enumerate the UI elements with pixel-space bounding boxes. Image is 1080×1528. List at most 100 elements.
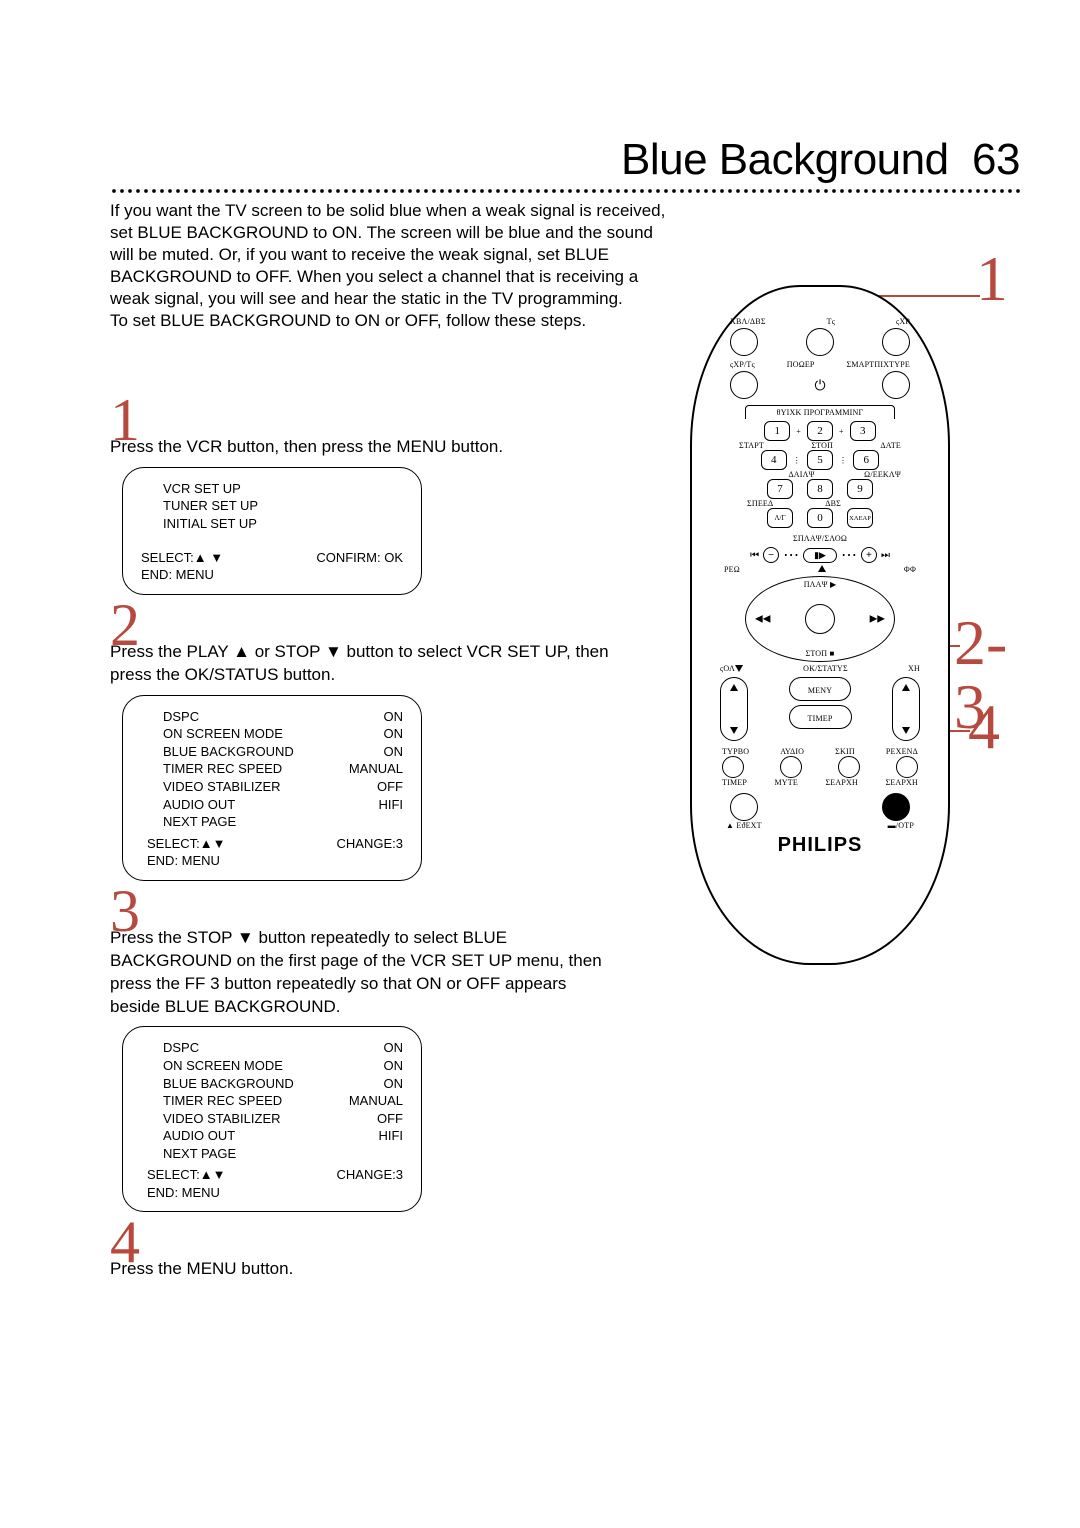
remote-button[interactable] [722, 756, 744, 778]
keypad-lg[interactable]: Λ/Γ [767, 508, 793, 528]
osd-screen-3: DSPCON ON SCREEN MODEON BLUE BACKGROUNDO… [122, 1026, 422, 1212]
skip-next-icon[interactable]: ⏭ [881, 550, 890, 561]
keypad-8[interactable]: 8 [807, 479, 833, 499]
title-text: Blue Background [621, 135, 949, 184]
osd-screen-2: DSPCON ON SCREEN MODEON BLUE BACKGROUNDO… [122, 695, 422, 881]
osd-footer-left: SELECT:▲▼ [147, 1166, 225, 1184]
osd-cell: NEXT PAGE [163, 813, 236, 831]
down-icon [730, 727, 738, 734]
osd-cell: OFF [377, 778, 403, 796]
remote-label: Ω/ΕΕΚΛΨ [864, 470, 901, 479]
remote-label: ΣΕΑΡΧΗ [885, 778, 918, 787]
otr-button[interactable] [882, 793, 910, 821]
menu-label: ΜΕΝΥ [808, 686, 832, 695]
keypad-4[interactable]: 4 [761, 450, 787, 470]
remote-label: ΠΟΩΕΡ [787, 360, 815, 369]
remote-label: ΔΒΣ [825, 499, 841, 508]
osd-line: VCR SET UP [163, 480, 403, 498]
power-icon[interactable]: ⏻ [814, 377, 825, 394]
keypad-3[interactable]: 3 [850, 421, 876, 441]
osd-cell: AUDIO OUT [163, 1127, 235, 1145]
osd-cell: ON [384, 708, 404, 726]
osd-cell: OFF [377, 1110, 403, 1128]
remote-label: ΣΜΑΡΤΠΙΧΤΥΡΕ [846, 360, 910, 369]
remote-label: ςΧΡ/Τς [730, 360, 755, 369]
remote-label: ΜΥΤΕ [774, 778, 797, 787]
osd-cell: MANUAL [349, 1092, 403, 1110]
step-text-4: Press the MENU button. [110, 1258, 610, 1281]
ok-status-label: ΟΚ/ΣΤΑΤΥΣ [743, 664, 908, 673]
remote-button[interactable] [730, 371, 758, 399]
plus-button[interactable]: + [861, 547, 877, 563]
osd-line: TUNER SET UP [163, 497, 403, 515]
ff-icon[interactable]: ▶▶ [870, 614, 885, 625]
remote-label: ΡΕΧΕΝΔ [886, 747, 918, 756]
keypad-5[interactable]: 5 [807, 450, 833, 470]
osd-cell: ON [384, 743, 404, 761]
sep-icon: ⋮ [793, 456, 801, 465]
callout-number-4: 4 [968, 695, 1000, 759]
osd-end: END: MENU [147, 852, 403, 870]
skip-prev-icon[interactable]: ⏮ [750, 550, 759, 561]
volume-rocker[interactable] [720, 677, 748, 741]
otr-label: ▬/ΟΤΡ [888, 821, 914, 830]
ok-status-button[interactable] [805, 604, 835, 634]
remote-button[interactable] [882, 371, 910, 399]
remote-button[interactable] [780, 756, 802, 778]
pause-button[interactable]: ▮▶ [803, 548, 837, 563]
brand-logo: PHILIPS [712, 834, 928, 857]
minus-button[interactable]: − [763, 547, 779, 563]
remote-label: ΔΑΙΛΨ [788, 470, 814, 479]
timer-button[interactable]: ΤΙΜΕΡ [789, 705, 852, 729]
remote-label: ΣΕΑΡΧΗ [825, 778, 858, 787]
keypad-0[interactable]: 0 [807, 508, 833, 528]
remote-label: ΣΤΟΠ [811, 441, 833, 450]
osd-footer-right: CHANGE:3 [337, 835, 403, 853]
callout-number-1: 1 [976, 247, 1008, 311]
intro-paragraph: If you want the TV screen to be solid bl… [110, 200, 670, 333]
remote-label: ΧΗ [908, 664, 920, 673]
osd-cell: HIFI [378, 796, 403, 814]
remote-label: ΤΙΜΕΡ [722, 778, 747, 787]
osd-end: END: MENU [141, 566, 403, 584]
plus-icon: + [796, 427, 801, 436]
remote-label: ΔΑΤΕ [880, 441, 901, 450]
keypad-7[interactable]: 7 [767, 479, 793, 499]
osd-cell: ON [384, 1039, 404, 1057]
vcr-button[interactable] [882, 328, 910, 356]
remote-label: ΣΠΛΑΨ/ΣΛΟΩ [712, 534, 928, 543]
osd-cell: BLUE BACKGROUND [163, 743, 294, 761]
osd-cell: ON [384, 1075, 404, 1093]
osd-cell: ON SCREEN MODE [163, 1057, 283, 1075]
remote-label: ΣΤΑΡΤ [739, 441, 764, 450]
remote-illustration: 1 2-3 4 ΧΒΛ/ΔΒΣ Τς ςΧΡ ςΧΡ/Τς ΠΟΩΕΡ ΣΜΑΡ… [670, 265, 1000, 985]
menu-button[interactable]: ΜΕΝΥ [789, 677, 851, 701]
keypad-9[interactable]: 9 [847, 479, 873, 499]
eject-button[interactable] [730, 793, 758, 821]
steps-column: 1 Press the VCR button, then press the M… [110, 390, 610, 1289]
osd-cell: DSPC [163, 1039, 199, 1057]
up-icon [902, 684, 910, 691]
sep-icon: ⋮ [839, 456, 847, 465]
channel-rocker[interactable] [892, 677, 920, 741]
remote-label: ΧΒΛ/ΔΒΣ [730, 317, 766, 326]
keypad-1[interactable]: 1 [764, 421, 790, 441]
rew-icon[interactable]: ◀◀ [755, 614, 770, 625]
remote-button[interactable] [806, 328, 834, 356]
remote-label: ΣΚΙΠ [835, 747, 855, 756]
keypad-clear[interactable]: ΧΛΕΑΡ [847, 508, 873, 528]
remote-button[interactable] [838, 756, 860, 778]
remote-label: ΣΠΕΕΔ [747, 499, 773, 508]
dotted-rule [110, 188, 1020, 194]
remote-label: ΦΦ [904, 565, 916, 574]
page-number: 63 [972, 135, 1020, 184]
keypad-6[interactable]: 6 [853, 450, 879, 470]
osd-cell: TIMER REC SPEED [163, 1092, 282, 1110]
remote-label: Τς [827, 317, 835, 326]
stop-label: ΣΤΟΠ ■ [806, 649, 835, 658]
keypad-2[interactable]: 2 [807, 421, 833, 441]
remote-button[interactable] [896, 756, 918, 778]
osd-cell: HIFI [378, 1127, 403, 1145]
osd-footer-right: CONFIRM: OK [316, 549, 403, 567]
remote-button[interactable] [730, 328, 758, 356]
